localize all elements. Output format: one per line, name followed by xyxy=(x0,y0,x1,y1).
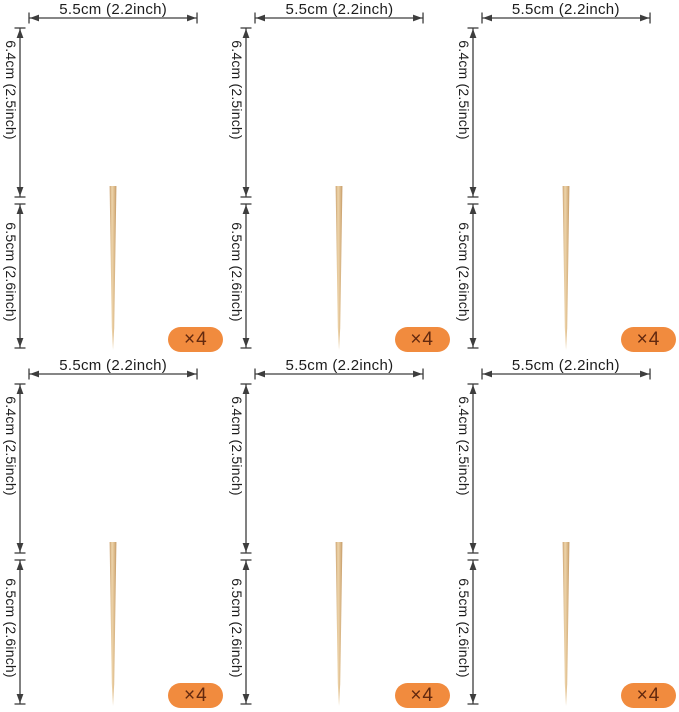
dimension-arrows xyxy=(240,11,425,349)
toothpick-stick xyxy=(562,542,570,706)
stick-height-dimension-label: 6.5cm (2.6inch) xyxy=(3,222,19,322)
width-dimension-label: 5.5cm (2.2inch) xyxy=(59,357,168,374)
width-dimension-label: 5.5cm (2.2inch) xyxy=(285,357,394,374)
width-dimension-label: 5.5cm (2.2inch) xyxy=(511,1,620,18)
topper-cell-top-left: 5.5cm (2.2inch) 6.4cm (2.5inch) 6.5cm (2… xyxy=(0,0,226,356)
quantity-badge: ×4 xyxy=(620,327,676,352)
quantity-badge: ×4 xyxy=(168,327,224,352)
quantity-badge: ×4 xyxy=(394,683,450,708)
snowflake-topper-graphic xyxy=(226,0,452,350)
quantity-badge: ×4 xyxy=(620,683,676,708)
snowflake xyxy=(459,361,672,573)
flake-height-dimension-label: 6.4cm (2.5inch) xyxy=(3,396,19,496)
toothpick-stick xyxy=(109,186,117,350)
topper-cell-top-center: 5.5cm (2.2inch) 6.4cm (2.5inch) 6.5cm (2… xyxy=(226,0,452,356)
toothpick-stick xyxy=(562,186,570,350)
snowflake-topper-graphic xyxy=(453,0,679,350)
snowflake-topper-graphic xyxy=(226,356,452,706)
snowflake-topper-graphic xyxy=(13,356,226,706)
snowflake-topper-graphic xyxy=(13,0,226,350)
snowflake xyxy=(14,368,211,567)
toothpick-stick xyxy=(335,186,343,350)
snowflake xyxy=(457,2,674,221)
stick-height-dimension-label: 6.5cm (2.6inch) xyxy=(229,222,246,322)
dimension-arrows xyxy=(240,367,425,705)
stick-height-dimension-label: 6.5cm (2.6inch) xyxy=(455,578,472,678)
stick-height-dimension-label: 6.5cm (2.6inch) xyxy=(3,578,19,678)
snowflake xyxy=(14,12,211,211)
stick-height-dimension-label: 6.5cm (2.6inch) xyxy=(229,578,246,678)
snowflake-topper-graphic xyxy=(453,356,679,706)
width-dimension-label: 5.5cm (2.2inch) xyxy=(511,357,620,374)
topper-cell-bottom-center: 5.5cm (2.2inch) 6.4cm (2.5inch) 6.5cm (2… xyxy=(226,356,452,712)
toothpick-stick xyxy=(335,542,343,706)
stick-height-dimension-label: 6.5cm (2.6inch) xyxy=(455,222,472,322)
snowflake xyxy=(231,2,448,221)
width-dimension-label: 5.5cm (2.2inch) xyxy=(59,1,168,18)
topper-cell-bottom-right: 5.5cm (2.2inch) 6.4cm (2.5inch) 6.5cm (2… xyxy=(453,356,679,712)
toothpick-stick xyxy=(109,542,117,706)
flake-height-dimension-label: 6.4cm (2.5inch) xyxy=(455,40,472,140)
flake-height-dimension-label: 6.4cm (2.5inch) xyxy=(3,40,19,140)
flake-height-dimension-label: 6.4cm (2.5inch) xyxy=(229,396,246,496)
width-dimension-label: 5.5cm (2.2inch) xyxy=(285,1,394,18)
topper-cell-bottom-left: 5.5cm (2.2inch) 6.4cm (2.5inch) 6.5cm (2… xyxy=(0,356,226,712)
quantity-badge: ×4 xyxy=(394,327,450,352)
topper-cell-top-right: 5.5cm (2.2inch) 6.4cm (2.5inch) 6.5cm (2… xyxy=(453,0,679,356)
flake-height-dimension-label: 6.4cm (2.5inch) xyxy=(229,40,246,140)
flake-height-dimension-label: 6.4cm (2.5inch) xyxy=(455,396,472,496)
quantity-badge: ×4 xyxy=(168,683,224,708)
snowflake xyxy=(231,358,448,577)
